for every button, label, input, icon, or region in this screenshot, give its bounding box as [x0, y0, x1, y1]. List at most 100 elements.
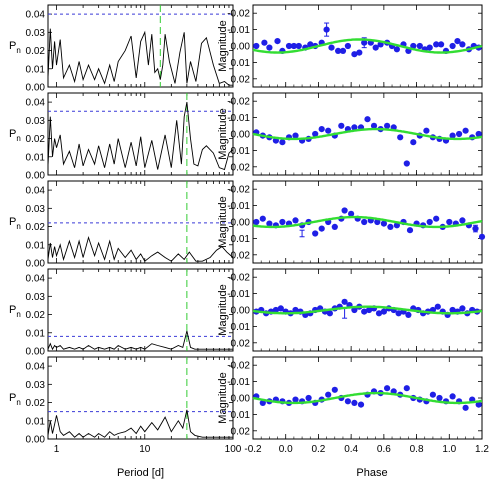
- phase-frame: [252, 92, 483, 176]
- data-point: [266, 220, 273, 227]
- data-point: [406, 227, 414, 234]
- x-tick-label: 1: [54, 444, 60, 455]
- data-point: [456, 130, 463, 138]
- data-point: [403, 385, 410, 392]
- data-point: [312, 130, 319, 138]
- y-tick-label: 0.02: [231, 426, 251, 437]
- data-point: [341, 207, 348, 214]
- data-point: [351, 124, 358, 131]
- data-point: [292, 306, 299, 314]
- y-tick-label: 0.00: [231, 130, 251, 141]
- data-point: [253, 42, 260, 50]
- data-point: [259, 215, 266, 222]
- data-point: [253, 218, 260, 226]
- data-point: [318, 126, 325, 133]
- data-point: [370, 122, 378, 129]
- data-point: [285, 42, 293, 50]
- y-tick-label: 0.04: [26, 274, 46, 285]
- periodogram-series: [47, 235, 234, 262]
- y-tick-label: -0.01: [227, 201, 250, 212]
- y-tick-label: 0.01: [231, 58, 251, 69]
- y-tick-label: 0.01: [26, 240, 46, 251]
- sinusoidal-fit-curve: [252, 215, 483, 229]
- y-tick-label: -0.02: [227, 9, 250, 20]
- y-tick-label: 0.03: [26, 292, 46, 303]
- y-tick-label: 0.04: [26, 10, 46, 21]
- periodogram-panel: 0.00 0.01 0.02 0.03 0.04 Pn: [9, 268, 234, 358]
- y-tick-label: -0.02: [227, 361, 250, 372]
- periodogram-panel: 0.00 0.01 0.02 0.03 0.04 Pn: [9, 4, 234, 94]
- data-point: [259, 399, 266, 406]
- data-point: [380, 220, 387, 227]
- x-tick-label: 0.6: [377, 444, 391, 455]
- x-tick-label: 0.8: [410, 444, 424, 455]
- periodogram-frame: [47, 180, 234, 264]
- power-axis-label: Pn: [9, 40, 21, 55]
- data-point: [372, 44, 379, 51]
- data-point: [307, 41, 314, 48]
- data-point: [449, 393, 456, 400]
- sinusoidal-fit-curve: [252, 305, 483, 315]
- data-point: [361, 308, 368, 315]
- x-tick-label: 1.2: [475, 444, 489, 455]
- magnitude-axis-label: Magnitude: [217, 372, 229, 423]
- data-point: [462, 127, 469, 134]
- data-point: [338, 122, 345, 129]
- y-tick-label: -0.02: [227, 185, 250, 196]
- data-point: [384, 385, 391, 392]
- power-axis-label: Pn: [9, 392, 21, 407]
- data-point: [475, 401, 482, 408]
- y-tick-label: 0.02: [231, 338, 251, 349]
- data-point: [395, 310, 402, 317]
- phase-axis-label: Phase: [356, 467, 387, 479]
- data-point: [331, 223, 338, 230]
- data-point: [459, 305, 466, 312]
- data-point: [459, 41, 466, 48]
- data-point: [438, 41, 445, 48]
- data-point: [426, 44, 433, 51]
- periodogram-series: [47, 409, 233, 438]
- data-point: [433, 41, 440, 48]
- data-point: [410, 42, 417, 50]
- data-point: [279, 218, 286, 226]
- data-point: [351, 399, 358, 406]
- x-tick-label: 0.2: [311, 444, 325, 455]
- y-tick-label: -0.01: [227, 25, 250, 36]
- y-tick-label: 0.04: [26, 186, 46, 197]
- magnitude-axis-label: Magnitude: [217, 20, 229, 71]
- data-point: [351, 306, 358, 314]
- y-tick-label: 0.02: [26, 398, 46, 409]
- x-tick-label: 100: [225, 444, 242, 455]
- y-tick-label: 0.02: [231, 162, 251, 173]
- data-point: [348, 210, 355, 217]
- data-point: [357, 401, 365, 408]
- magnitude-axis-label: Magnitude: [217, 108, 229, 159]
- magnitude-axis-label: Magnitude: [217, 196, 229, 247]
- y-tick-label: -0.01: [227, 377, 250, 388]
- y-tick-label: 0.02: [26, 46, 46, 57]
- data-point: [475, 130, 482, 138]
- data-point: [433, 215, 440, 222]
- data-point: [423, 127, 430, 134]
- data-point: [436, 394, 443, 402]
- data-point: [462, 404, 469, 411]
- data-point: [292, 396, 299, 403]
- y-tick-label: 0.03: [26, 116, 46, 127]
- y-tick-label: 0.01: [231, 410, 251, 421]
- y-tick-label: 0.01: [26, 328, 46, 339]
- y-tick-label: 0.02: [26, 134, 46, 145]
- data-point: [335, 47, 342, 55]
- y-tick-label: 0.01: [26, 416, 46, 427]
- data-point: [325, 391, 332, 398]
- data-point: [375, 310, 383, 317]
- data-point: [305, 394, 312, 402]
- y-tick-label: 0.01: [231, 234, 251, 245]
- data-point: [328, 44, 335, 51]
- data-point: [416, 42, 423, 50]
- x-tick-label: 1.0: [442, 444, 456, 455]
